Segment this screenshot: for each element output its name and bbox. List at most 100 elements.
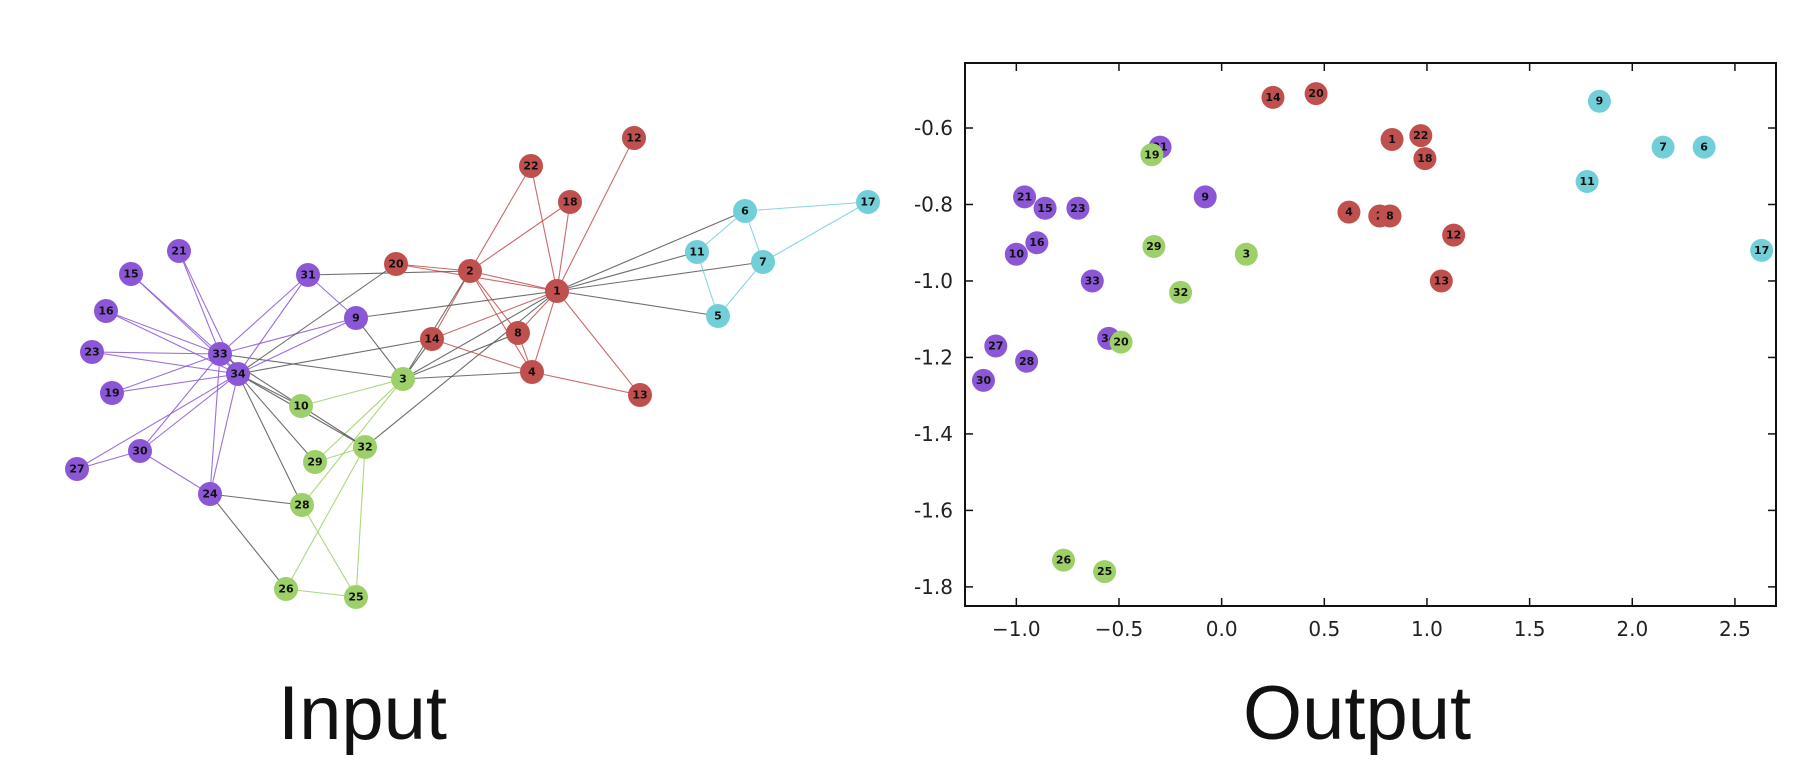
graph-edge-1-2 bbox=[469, 270, 558, 292]
scatter-point-label: 26 bbox=[1056, 554, 1072, 567]
scatter-point-label: 11 bbox=[1579, 175, 1594, 188]
graph-edge-9-34 bbox=[237, 317, 357, 375]
graph-edge-24-33 bbox=[209, 353, 221, 495]
scatter-point-marker bbox=[1142, 235, 1166, 259]
graph-node-2: 2 bbox=[458, 259, 482, 283]
scatter-point-label: 4 bbox=[1345, 206, 1353, 219]
graph-edge-29-34 bbox=[237, 373, 316, 463]
graph-edge-23-33 bbox=[91, 351, 221, 355]
graph-node-label: 29 bbox=[307, 456, 322, 469]
scatter-point-marker bbox=[1378, 204, 1402, 228]
scatter-point-20: 20 bbox=[1304, 82, 1328, 106]
graph-node-marker bbox=[458, 259, 482, 283]
graph-node-label: 17 bbox=[860, 196, 875, 209]
scatter-point-10: 10 bbox=[1004, 242, 1028, 266]
scatter-point-label: 20 bbox=[1308, 87, 1324, 100]
scatter-point-marker bbox=[1169, 280, 1193, 304]
graph-edge-31-33 bbox=[219, 274, 309, 355]
scatter-point-label: 22 bbox=[1413, 129, 1428, 142]
scatter-point-label: 14 bbox=[1265, 91, 1281, 104]
scatter-point-19: 19 bbox=[1140, 143, 1164, 167]
graph-edge-1-11 bbox=[556, 251, 698, 292]
graph-node-20: 20 bbox=[384, 252, 408, 276]
graph-edge-6-17 bbox=[744, 201, 869, 212]
graph-node-label: 11 bbox=[689, 246, 704, 259]
scatter-point-32: 32 bbox=[1169, 280, 1193, 304]
graph-node-label: 20 bbox=[388, 258, 404, 271]
graph-node-label: 8 bbox=[514, 327, 522, 340]
scatter-point-label: 10 bbox=[1009, 248, 1025, 261]
graph-node-marker bbox=[208, 342, 232, 366]
scatter-point-marker bbox=[1066, 196, 1090, 220]
graph-node-marker bbox=[80, 340, 104, 364]
graph-edge-3-33 bbox=[219, 353, 404, 380]
graph-node-marker bbox=[751, 250, 775, 274]
graph-node-15: 15 bbox=[119, 262, 143, 286]
graph-edge-3-29 bbox=[314, 378, 404, 463]
graph-node-29: 29 bbox=[303, 450, 327, 474]
graph-node-14: 14 bbox=[420, 327, 444, 351]
graph-node-marker bbox=[344, 306, 368, 330]
graph-node-marker bbox=[545, 279, 569, 303]
graph-node-label: 3 bbox=[399, 373, 407, 386]
graph-edge-1-9 bbox=[355, 290, 558, 319]
scatter-point-label: 21 bbox=[1017, 190, 1032, 203]
graph-edge-1-4 bbox=[531, 290, 558, 373]
graph-node-marker bbox=[289, 394, 313, 418]
scatter-point-label: 33 bbox=[1085, 274, 1100, 287]
y-tick-label: -1.6 bbox=[914, 498, 953, 522]
graph-node-label: 5 bbox=[714, 310, 722, 323]
graph-node-marker bbox=[167, 239, 191, 263]
scatter-point-25: 25 bbox=[1093, 560, 1117, 584]
graph-node-label: 4 bbox=[528, 366, 536, 379]
graph-node-27: 27 bbox=[65, 457, 89, 481]
scatter-point-7: 7 bbox=[1651, 135, 1675, 159]
scatter-point-9: 9 bbox=[1587, 89, 1611, 113]
scatter-point-29: 29 bbox=[1142, 235, 1166, 259]
graph-node-33: 33 bbox=[208, 342, 232, 366]
graph-nodes: 1234567891011121314151617181920212223242… bbox=[65, 126, 880, 609]
graph-node-marker bbox=[198, 482, 222, 506]
graph-node-marker bbox=[100, 381, 124, 405]
x-tick-label: −1.0 bbox=[992, 617, 1041, 641]
graph-edge-1-22 bbox=[530, 165, 558, 292]
graph-node-label: 1 bbox=[553, 285, 561, 298]
scatter-point-marker bbox=[1261, 85, 1285, 109]
scatter-point-marker bbox=[1380, 127, 1404, 151]
graph-edge-1-12 bbox=[556, 137, 635, 292]
graph-node-marker bbox=[706, 304, 730, 328]
graph-node-23: 23 bbox=[80, 340, 104, 364]
graph-node-4: 4 bbox=[520, 360, 544, 384]
graph-node-24: 24 bbox=[198, 482, 222, 506]
graph-node-marker bbox=[128, 439, 152, 463]
graph-node-28: 28 bbox=[290, 493, 314, 517]
graph-edge-30-33 bbox=[139, 353, 221, 452]
graph-node-9: 9 bbox=[344, 306, 368, 330]
graph-node-marker bbox=[391, 367, 415, 391]
y-tick-label: -0.6 bbox=[914, 116, 953, 140]
graph-node-label: 26 bbox=[278, 583, 294, 596]
scatter-point-marker bbox=[1337, 200, 1361, 224]
graph-node-8: 8 bbox=[506, 321, 530, 345]
graph-edge-23-34 bbox=[91, 351, 239, 375]
scatter-point-label: 1 bbox=[1388, 133, 1396, 146]
output-caption: Output bbox=[1243, 671, 1472, 756]
scatter-point-marker bbox=[1651, 135, 1675, 159]
scatter-point-marker bbox=[1140, 143, 1164, 167]
graph-edge-9-33 bbox=[219, 317, 357, 355]
graph-edge-31-34 bbox=[237, 274, 309, 375]
graph-edge-2-14 bbox=[431, 270, 471, 340]
scatter-point-26: 26 bbox=[1052, 548, 1076, 572]
scatter-point-30: 30 bbox=[971, 368, 995, 392]
y-tick-label: -1.2 bbox=[914, 345, 953, 369]
graph-node-label: 13 bbox=[632, 389, 647, 402]
graph-edge-1-7 bbox=[556, 261, 764, 292]
scatter-point-marker bbox=[1587, 89, 1611, 113]
graph-node-marker bbox=[856, 190, 880, 214]
graph-node-label: 31 bbox=[300, 269, 315, 282]
scatter-point-23: 23 bbox=[1066, 196, 1090, 220]
x-tick-label: −0.5 bbox=[1095, 617, 1144, 641]
scatter-point-label: 28 bbox=[1019, 355, 1034, 368]
scatter-point-label: 29 bbox=[1146, 240, 1161, 253]
scatter-point-14: 14 bbox=[1261, 85, 1285, 109]
